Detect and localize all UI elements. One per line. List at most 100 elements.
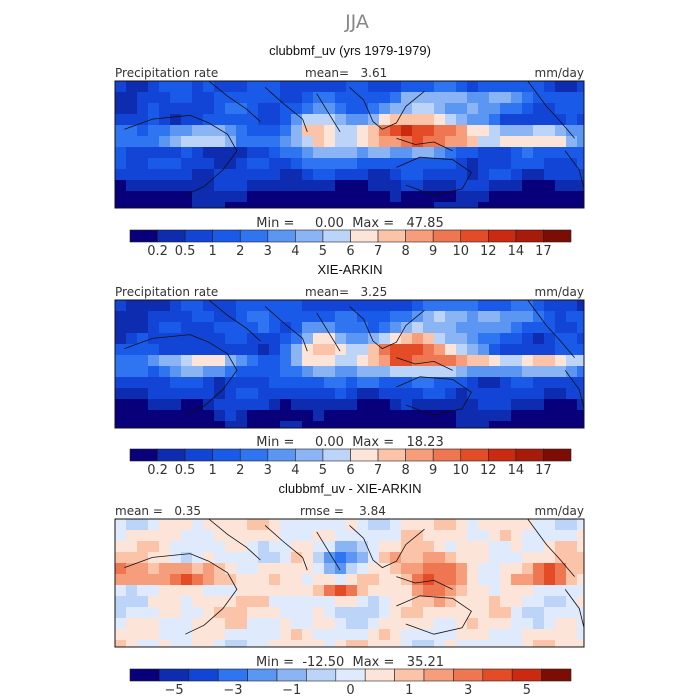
field-cell (511, 530, 523, 542)
field-cell (489, 530, 501, 542)
field-cell (126, 552, 138, 564)
field-cell (280, 552, 292, 564)
field-cell (566, 355, 578, 367)
field-cell (247, 355, 259, 367)
field-cell (225, 519, 237, 531)
field-cell (335, 563, 347, 575)
field-cell (357, 92, 369, 104)
colorbar-swatch (157, 448, 186, 462)
field-cell (126, 596, 138, 608)
panel-diff-units: mm/day (535, 504, 585, 518)
field-cell (566, 607, 578, 619)
field-cell (423, 629, 435, 641)
field-cell (390, 377, 402, 389)
field-cell (302, 541, 314, 553)
field-cell (390, 410, 402, 422)
panel-obs-title: XIE-ARKIN (317, 262, 382, 277)
field-cell (313, 552, 325, 564)
field-cell (445, 191, 457, 203)
field-cell (280, 103, 292, 115)
field-cell (533, 114, 545, 126)
field-cell (236, 377, 248, 389)
field-cell (401, 410, 413, 422)
field-cell (544, 81, 556, 93)
field-cell (478, 574, 490, 586)
field-cell (456, 388, 468, 400)
field-cell (258, 136, 270, 148)
field-cell (324, 618, 336, 630)
field-cell (115, 629, 127, 641)
field-cell (412, 629, 424, 641)
field-cell (511, 322, 523, 334)
field-cell (280, 388, 292, 400)
field-cell (203, 585, 215, 597)
colorbar-swatch (394, 668, 425, 682)
field-cell (368, 103, 380, 115)
field-cell (379, 421, 391, 428)
field-cell (467, 147, 479, 159)
field-cell (203, 618, 215, 630)
field-cell (236, 618, 248, 630)
field-cell (379, 552, 391, 564)
field-cell (258, 629, 270, 641)
field-cell (203, 136, 215, 148)
field-cell (423, 596, 435, 608)
field-cell (566, 81, 578, 93)
field-cell (280, 180, 292, 192)
field-cell (225, 191, 237, 203)
field-cell (511, 366, 523, 378)
field-cell (192, 344, 204, 356)
field-cell (434, 191, 446, 203)
field-cell (192, 421, 204, 428)
field-cell (214, 202, 226, 208)
field-cell (335, 618, 347, 630)
field-cell (324, 191, 336, 203)
colorbar-tick-label: 12 (480, 463, 497, 478)
field-cell (291, 158, 303, 170)
field-cell (148, 92, 160, 104)
field-cell (357, 300, 369, 312)
field-cell (335, 81, 347, 93)
field-cell (511, 169, 523, 181)
field-cell (456, 191, 468, 203)
field-cell (126, 410, 138, 422)
field-cell (324, 114, 336, 126)
field-cell (500, 585, 512, 597)
field-cell (247, 585, 259, 597)
field-cell (566, 519, 578, 531)
field-cell (203, 191, 215, 203)
field-cell (335, 421, 347, 428)
field-cell (357, 530, 369, 542)
field-cell (489, 169, 501, 181)
coastline (349, 525, 425, 569)
field-cell (456, 81, 468, 93)
field-cell (214, 629, 226, 641)
field-cell (478, 607, 490, 619)
field-cell (214, 311, 226, 323)
panel-diff-frame (114, 518, 585, 648)
field-cell (489, 519, 501, 531)
field-cell (126, 366, 138, 378)
field-cell (269, 388, 281, 400)
field-cell (126, 322, 138, 334)
field-cell (478, 103, 490, 115)
field-cell (544, 333, 556, 345)
field-cell (313, 147, 325, 159)
field-cell (478, 202, 490, 208)
field-cell (522, 125, 534, 137)
field-cell (555, 519, 567, 531)
field-cell (269, 180, 281, 192)
field-cell (225, 366, 237, 378)
field-cell (456, 596, 468, 608)
field-cell (423, 158, 435, 170)
field-cell (269, 596, 281, 608)
field-cell (555, 530, 567, 542)
field-cell (544, 158, 556, 170)
field-cell (500, 399, 512, 411)
field-cell (478, 344, 490, 356)
field-cell (346, 607, 358, 619)
field-cell (192, 169, 204, 181)
field-cell (500, 552, 512, 564)
colorbar-tick-label: 17 (535, 463, 552, 478)
field-cell (434, 388, 446, 400)
